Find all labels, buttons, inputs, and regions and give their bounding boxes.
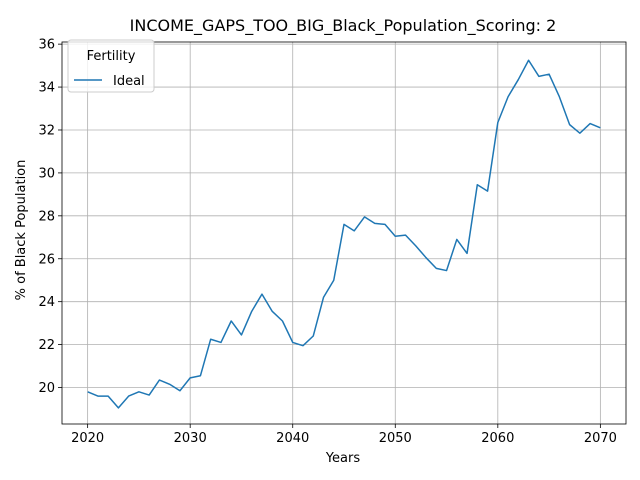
y-tick-label: 28: [38, 209, 55, 224]
y-tick-label: 26: [38, 252, 55, 267]
x-tick-label: 2040: [276, 431, 309, 446]
y-tick-label: 30: [38, 166, 55, 181]
series-line-ideal: [87, 59, 601, 409]
y-axis-label: % of Black Population: [14, 160, 29, 301]
y-tick-label: 20: [38, 381, 55, 396]
legend: Fertility Ideal: [67, 39, 155, 93]
y-tick-label: 24: [38, 295, 55, 310]
grid: [62, 42, 626, 424]
y-tick-label: 36: [38, 38, 55, 53]
x-axis-ticks: 2020 2030 2040 2050 2060 2070: [71, 424, 617, 446]
plot-frame: [61, 41, 627, 425]
x-tick-label: 2030: [174, 431, 207, 446]
y-axis-ticks: 20 22 24 26 28 30 32 34 36: [38, 38, 62, 396]
x-axis-label: Years: [325, 451, 361, 466]
x-tick-label: 2070: [584, 431, 617, 446]
y-tick-label: 34: [38, 81, 55, 96]
legend-box: [67, 39, 155, 93]
y-tick-label: 32: [38, 123, 55, 138]
legend-entry-ideal: Ideal: [113, 74, 145, 89]
x-tick-label: 2060: [481, 431, 514, 446]
x-tick-label: 2050: [379, 431, 412, 446]
y-tick-label: 22: [38, 338, 55, 353]
legend-title: Fertility: [87, 49, 136, 64]
plot-lines: [87, 59, 601, 409]
x-tick-label: 2020: [71, 431, 104, 446]
chart-title: INCOME_GAPS_TOO_BIG_Black_Population_Sco…: [130, 16, 557, 36]
